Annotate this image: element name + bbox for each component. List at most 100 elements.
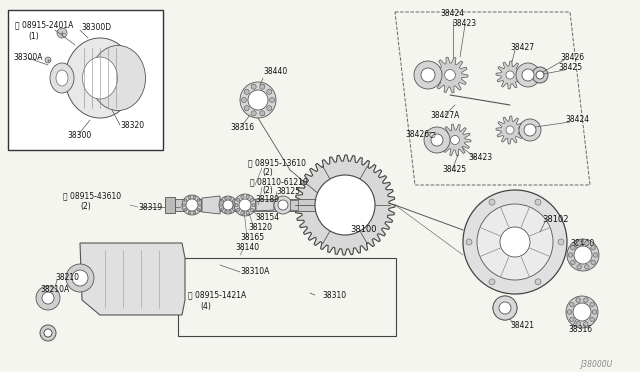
Circle shape — [72, 270, 88, 286]
Circle shape — [570, 302, 574, 307]
Text: 38421: 38421 — [510, 321, 534, 330]
Text: 38125: 38125 — [276, 186, 300, 196]
Circle shape — [506, 71, 514, 79]
Circle shape — [252, 203, 255, 206]
Text: 38210: 38210 — [55, 273, 79, 282]
Circle shape — [584, 322, 588, 326]
Circle shape — [584, 298, 588, 302]
Circle shape — [66, 264, 94, 292]
Circle shape — [584, 264, 589, 269]
Circle shape — [571, 246, 575, 250]
Ellipse shape — [90, 45, 145, 110]
Circle shape — [576, 298, 580, 302]
Text: 38425: 38425 — [558, 64, 582, 73]
Text: Ⓦ 08915-13610: Ⓦ 08915-13610 — [248, 158, 306, 167]
Circle shape — [246, 212, 249, 215]
Circle shape — [590, 302, 595, 307]
Circle shape — [232, 208, 235, 211]
Circle shape — [584, 241, 589, 246]
Text: J38000U: J38000U — [580, 360, 612, 369]
Circle shape — [241, 97, 246, 103]
Circle shape — [535, 199, 541, 205]
Circle shape — [234, 204, 236, 206]
Circle shape — [183, 204, 186, 206]
Text: Ⓑ 08110-61210: Ⓑ 08110-61210 — [250, 177, 308, 186]
Circle shape — [186, 199, 198, 211]
Circle shape — [184, 199, 187, 202]
Text: 38140: 38140 — [235, 244, 259, 253]
Bar — [178, 258, 396, 336]
Text: 38189: 38189 — [255, 196, 279, 205]
Circle shape — [477, 204, 553, 280]
Circle shape — [570, 317, 574, 321]
Circle shape — [567, 239, 599, 271]
Circle shape — [251, 111, 256, 116]
Text: 38310: 38310 — [322, 291, 346, 299]
Text: 38319: 38319 — [138, 202, 162, 212]
Circle shape — [574, 246, 592, 264]
Circle shape — [577, 241, 581, 246]
Text: 38427: 38427 — [510, 44, 534, 52]
Text: 38426○: 38426○ — [405, 131, 436, 140]
Text: (4): (4) — [200, 302, 211, 311]
Circle shape — [567, 310, 572, 314]
Text: 38316: 38316 — [230, 124, 254, 132]
Text: 38165: 38165 — [240, 234, 264, 243]
Text: 38210A: 38210A — [40, 285, 69, 295]
Circle shape — [184, 208, 187, 211]
Text: 38102: 38102 — [542, 215, 568, 224]
Circle shape — [573, 303, 591, 321]
Polygon shape — [439, 124, 471, 156]
Circle shape — [489, 279, 495, 285]
Circle shape — [36, 286, 60, 310]
Circle shape — [221, 200, 223, 202]
Circle shape — [431, 134, 443, 146]
Circle shape — [193, 196, 196, 199]
Text: 38310A: 38310A — [240, 267, 269, 276]
Polygon shape — [432, 57, 468, 93]
Text: (2): (2) — [262, 169, 273, 177]
Circle shape — [246, 195, 249, 199]
Circle shape — [500, 227, 530, 257]
Circle shape — [267, 89, 272, 94]
Circle shape — [532, 67, 548, 83]
Circle shape — [232, 200, 235, 202]
Polygon shape — [496, 116, 524, 144]
Circle shape — [57, 28, 67, 38]
Circle shape — [197, 208, 200, 211]
Polygon shape — [295, 155, 395, 255]
Circle shape — [591, 246, 595, 250]
Bar — [165, 197, 175, 213]
Circle shape — [566, 296, 598, 328]
Circle shape — [466, 239, 472, 245]
Circle shape — [414, 61, 442, 89]
Circle shape — [188, 196, 191, 199]
Text: 38316: 38316 — [568, 326, 592, 334]
Circle shape — [524, 124, 536, 136]
Circle shape — [571, 260, 575, 264]
Circle shape — [576, 322, 580, 326]
Circle shape — [241, 195, 244, 199]
Circle shape — [267, 106, 272, 111]
Circle shape — [182, 195, 202, 215]
Circle shape — [188, 211, 191, 214]
Circle shape — [225, 197, 227, 200]
Circle shape — [44, 329, 52, 337]
Circle shape — [250, 198, 253, 202]
Circle shape — [590, 317, 595, 321]
Text: 38120: 38120 — [248, 224, 272, 232]
Text: 38300: 38300 — [67, 131, 92, 140]
Circle shape — [237, 198, 240, 202]
Text: 38423: 38423 — [468, 154, 492, 163]
Circle shape — [219, 196, 237, 214]
Ellipse shape — [83, 57, 118, 99]
Circle shape — [274, 196, 292, 214]
Circle shape — [522, 69, 534, 81]
Circle shape — [558, 239, 564, 245]
Circle shape — [225, 211, 227, 213]
Circle shape — [40, 325, 56, 341]
Circle shape — [499, 302, 511, 314]
Circle shape — [493, 296, 517, 320]
Circle shape — [234, 194, 256, 216]
Bar — [175, 199, 315, 211]
